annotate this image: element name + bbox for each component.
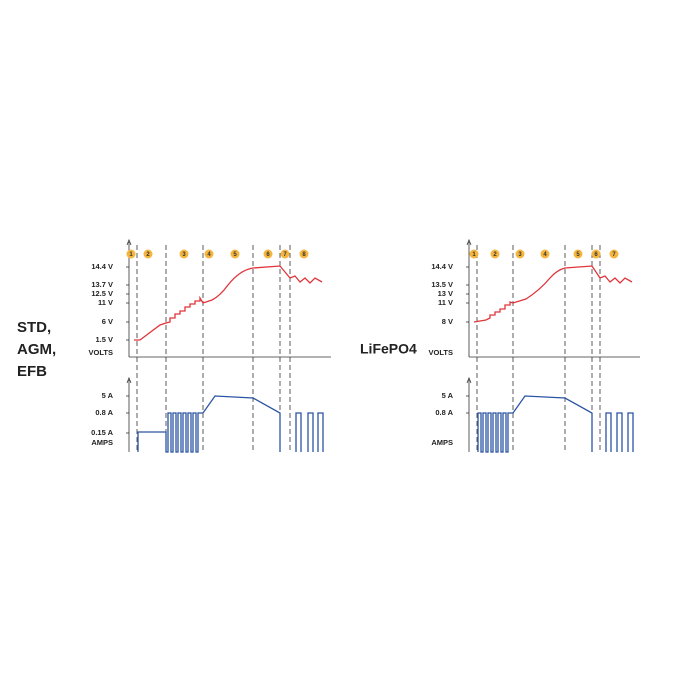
volt-tick-label: 14.4 V xyxy=(431,262,453,271)
step-badge xyxy=(204,249,214,259)
volt-tick-label: 12.5 V xyxy=(91,289,113,298)
step-badge xyxy=(179,249,189,259)
step-number: 2 xyxy=(146,252,150,258)
panel-label: AGM, xyxy=(17,341,56,358)
volt-tick-label: 8 V xyxy=(442,317,453,326)
volt-tick-label: 1.5 V xyxy=(95,335,113,344)
volt-axis-label: VOLTS xyxy=(429,348,453,357)
step-number: 5 xyxy=(233,252,237,258)
panel-label: LiFePO4 xyxy=(360,341,417,357)
step-number: 7 xyxy=(612,252,616,258)
volt-tick-label: 11 V xyxy=(98,298,113,307)
step-badge xyxy=(540,249,550,259)
step-number: 4 xyxy=(207,252,211,258)
panel-label: EFB xyxy=(17,363,47,380)
step-number: 8 xyxy=(302,252,306,258)
volt-axis-label: VOLTS xyxy=(89,348,113,357)
step-number: 1 xyxy=(472,252,476,258)
amp-axis-label: AMPS xyxy=(431,438,453,447)
step-badge xyxy=(490,249,500,259)
step-number: 3 xyxy=(182,252,186,258)
step-number: 6 xyxy=(594,252,598,258)
step-badge xyxy=(299,249,309,259)
step-number: 2 xyxy=(493,252,497,258)
step-badge xyxy=(515,249,525,259)
step-badge xyxy=(143,249,153,259)
step-badge xyxy=(280,249,290,259)
step-number: 7 xyxy=(283,252,287,258)
volt-tick-label: 14.4 V xyxy=(91,262,113,271)
amp-tick-label: 5 A xyxy=(102,391,114,400)
step-badge xyxy=(263,249,273,259)
volt-tick-label: 6 V xyxy=(102,317,113,326)
step-number: 5 xyxy=(576,252,580,258)
step-badge xyxy=(469,249,479,259)
volt-tick-label: 13.5 V xyxy=(431,280,453,289)
amp-tick-label: 5 A xyxy=(442,391,454,400)
step-number: 1 xyxy=(129,252,133,258)
step-number: 3 xyxy=(518,252,522,258)
step-badge xyxy=(573,249,583,259)
amp-tick-label: 0.8 A xyxy=(95,408,113,417)
step-number: 6 xyxy=(266,252,270,258)
right-panel-shapes xyxy=(466,238,640,453)
step-badge xyxy=(609,249,619,259)
amp-axis-label: AMPS xyxy=(91,438,113,447)
step-badge xyxy=(230,249,240,259)
volt-tick-label: 13 V xyxy=(438,289,453,298)
step-number: 4 xyxy=(543,252,547,258)
volt-tick-label: 13.7 V xyxy=(91,280,113,289)
step-badge xyxy=(591,249,601,259)
volt-tick-label: 11 V xyxy=(438,298,453,307)
step-badge xyxy=(126,249,136,259)
left-panel-shapes xyxy=(126,238,331,453)
panel-label: STD, xyxy=(17,319,51,336)
amp-tick-label: 0.15 A xyxy=(91,428,113,437)
amp-tick-label: 0.8 A xyxy=(435,408,453,417)
